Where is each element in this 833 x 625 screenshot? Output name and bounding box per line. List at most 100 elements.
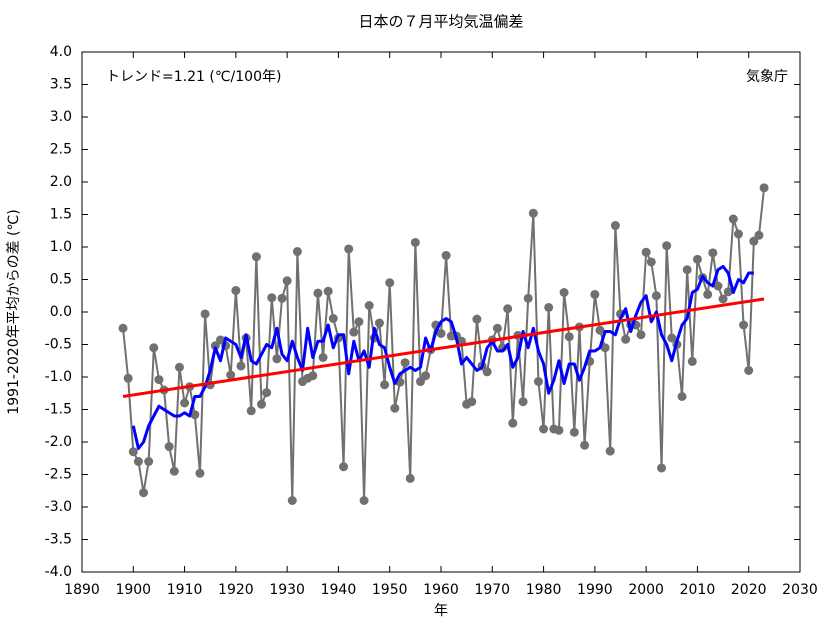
data-point: [667, 333, 677, 343]
y-tick-label: 1.5: [50, 207, 72, 223]
x-tick-label: 1960: [423, 582, 459, 598]
data-point: [267, 293, 277, 303]
data-point: [328, 314, 338, 323]
data-point: [149, 343, 159, 353]
y-tick-label: 3.0: [50, 109, 72, 125]
data-point: [154, 375, 164, 385]
data-point: [687, 356, 697, 366]
y-tick-label: -1.5: [45, 402, 72, 418]
series-line: [122, 187, 766, 502]
y-tick-label: -4.0: [45, 564, 72, 580]
data-point: [169, 466, 179, 476]
source-annotation: 気象庁: [746, 69, 788, 85]
y-tick-label: -1.0: [45, 369, 72, 385]
x-tick-label: 1980: [526, 582, 562, 598]
x-tick-label: 2000: [628, 582, 664, 598]
data-point: [708, 248, 718, 258]
data-point: [539, 424, 549, 434]
data-point: [236, 361, 246, 371]
data-point: [118, 323, 128, 333]
data-point: [610, 221, 620, 231]
data-point: [308, 371, 318, 381]
data-point: [144, 457, 154, 466]
data-point: [646, 257, 656, 267]
data-point: [528, 208, 538, 218]
data-point: [744, 366, 754, 375]
data-point: [246, 406, 256, 416]
data-point: [390, 403, 400, 413]
data-point: [677, 392, 687, 401]
data-point: [200, 309, 210, 319]
data-point: [682, 265, 692, 275]
data-point: [754, 230, 764, 240]
data-point: [703, 289, 713, 299]
data-point: [133, 457, 143, 466]
y-tick-label: -2.0: [45, 434, 72, 450]
y-tick-label: 1.0: [50, 239, 72, 255]
data-point: [441, 250, 451, 260]
data-point: [139, 488, 149, 498]
y-tick-label: 0.0: [50, 304, 72, 320]
data-point: [544, 302, 554, 312]
data-point: [554, 425, 564, 435]
data-point: [292, 247, 302, 257]
data-point: [569, 427, 579, 437]
data-point: [359, 496, 369, 505]
data-point: [190, 410, 200, 420]
data-point: [467, 397, 477, 407]
x-tick-label: 1900: [115, 582, 151, 598]
x-tick-label: 1910: [167, 582, 203, 598]
data-point: [508, 418, 518, 428]
chart-title: 日本の７月平均気温偏差: [358, 13, 523, 31]
data-point: [739, 320, 749, 330]
data-point: [282, 276, 292, 286]
data-point: [405, 473, 415, 483]
data-point: [492, 323, 502, 333]
data-point: [728, 214, 738, 224]
data-point: [318, 353, 328, 362]
data-point: [231, 286, 241, 296]
data-point: [164, 442, 174, 452]
y-tick-label: -3.5: [45, 532, 72, 548]
data-point: [374, 318, 384, 328]
data-point: [759, 183, 769, 193]
data-point: [415, 377, 425, 387]
data-point: [621, 334, 631, 344]
data-point: [354, 317, 364, 327]
data-point: [600, 343, 610, 353]
data-point: [287, 496, 297, 505]
x-tick-label: 2030: [782, 582, 818, 598]
data-point: [226, 370, 236, 380]
data-point: [380, 380, 390, 390]
data-point: [641, 247, 651, 257]
y-tick-label: -3.0: [45, 499, 72, 515]
data-point: [590, 289, 600, 299]
data-point: [636, 330, 646, 340]
data-point: [559, 288, 569, 297]
data-point: [195, 468, 205, 478]
y-tick-label: 2.0: [50, 174, 72, 190]
x-tick-label: 2010: [680, 582, 716, 598]
data-point: [215, 335, 225, 345]
data-point: [533, 377, 543, 387]
data-point: [277, 293, 287, 303]
data-point: [580, 440, 590, 450]
data-point: [262, 388, 272, 398]
data-point: [723, 287, 733, 297]
data-point: [713, 281, 723, 291]
x-tick-label: 1990: [577, 582, 613, 598]
data-point: [564, 332, 574, 342]
y-tick-label: 2.5: [50, 142, 72, 158]
data-point: [436, 328, 446, 338]
data-point: [323, 286, 333, 296]
y-tick-label: -2.5: [45, 467, 72, 483]
data-point: [272, 354, 282, 364]
data-point: [180, 398, 190, 408]
data-point: [257, 399, 266, 409]
data-point: [749, 236, 759, 246]
data-point: [518, 397, 528, 407]
data-point: [733, 229, 743, 239]
trend-annotation: トレンド=1.21 (℃/100年): [106, 69, 281, 85]
data-point: [400, 358, 410, 368]
x-tick-label: 1970: [474, 582, 510, 598]
